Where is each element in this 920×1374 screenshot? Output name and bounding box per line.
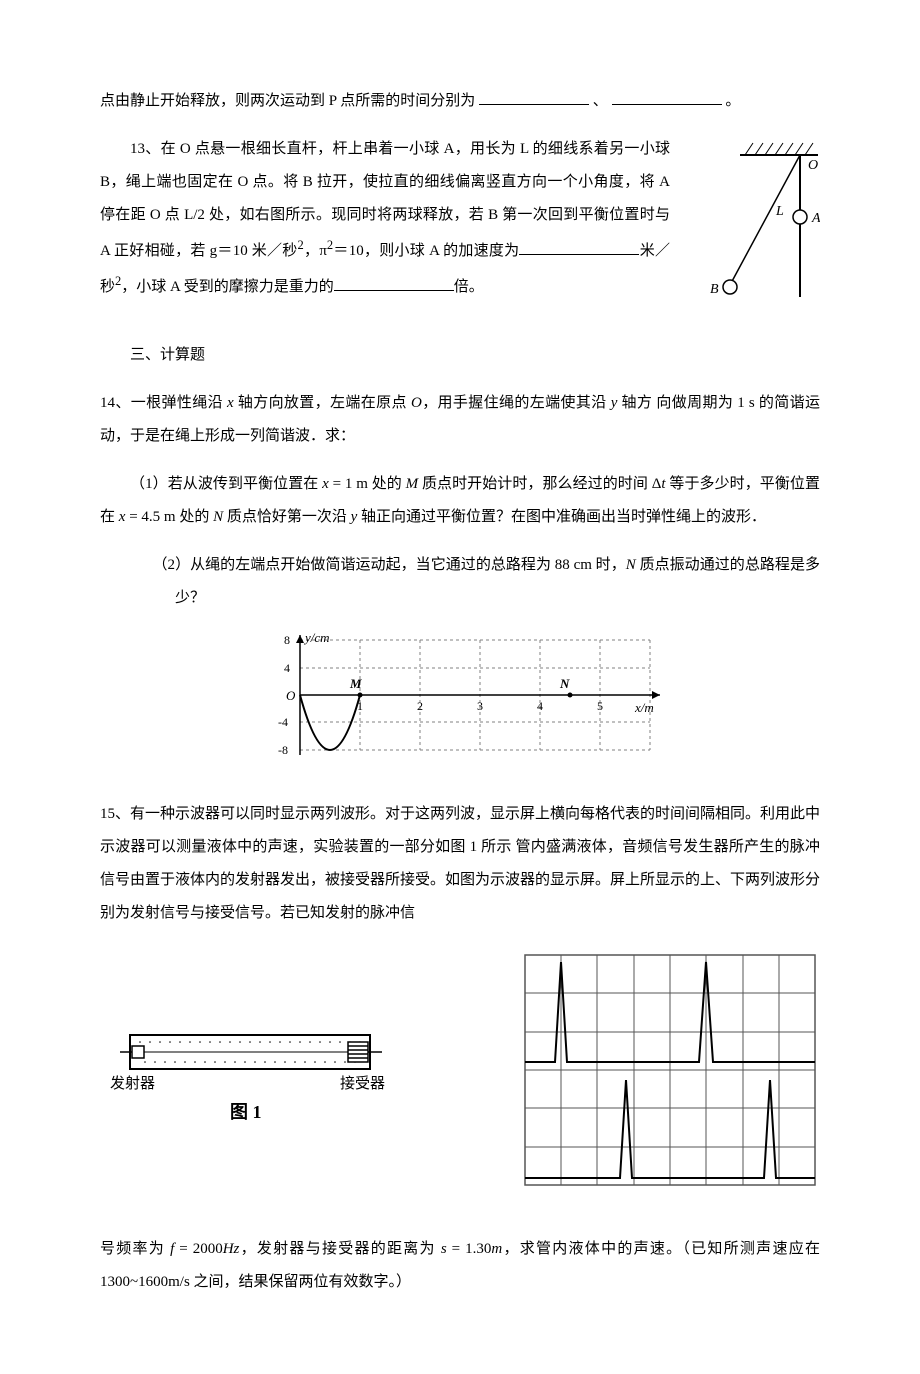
q15-p2: 号频率为 f = 2000Hz，发射器与接受器的距离为 s = 1.30m，求管…	[100, 1233, 820, 1299]
xtick-2: 2	[417, 699, 423, 713]
q14-O: O	[411, 395, 422, 411]
q15-m: m	[491, 1241, 502, 1257]
q14-intro: 14、一根弹性绳沿 x 轴方向放置，左端在原点 O，用手握住绳的左端使其沿 y …	[100, 387, 820, 453]
tube-caption: 图 1	[230, 1102, 262, 1122]
q14-M: M	[406, 476, 419, 492]
q15-eq2: = 1.30	[447, 1241, 492, 1257]
origin-label: O	[286, 688, 296, 703]
q13-blank2	[334, 275, 454, 291]
ytick-8: 8	[284, 633, 290, 647]
ytick-n4: -4	[278, 715, 288, 729]
q14-x2: x	[322, 476, 329, 492]
q12-period: 。	[725, 93, 740, 109]
label-O: O	[808, 158, 818, 173]
q14-part2: （2）从绳的左端点开始做简谐运动起，当它通过的总路程为 88 cm 时，N 质点…	[130, 549, 820, 615]
q14-ib: 轴方向放置，左端在原点	[234, 395, 411, 411]
q15-diagrams: 发射器 接受器 图 1	[100, 950, 820, 1203]
q15-p2b: ，发射器与接受器的距离为	[239, 1241, 440, 1257]
q14-N2: N	[626, 557, 636, 573]
q14-p2a: （2）从绳的左端点开始做简谐运动起，当它通过的总路程为 88 cm 时，	[153, 557, 626, 573]
label-A: A	[811, 211, 820, 226]
xtick-4: 4	[537, 699, 543, 713]
q14-x1: x	[227, 395, 234, 411]
q13-line2a: ，π	[304, 243, 327, 259]
q14-p1e: = 4.5 m 处的	[125, 509, 213, 525]
receiver-label: 接受器	[340, 1075, 385, 1092]
q15-p2a: 号频率为	[100, 1241, 170, 1257]
q14-p1g: 轴正向通过平衡位置？在图中准确画出当时弹性绳上的波形．	[357, 509, 766, 525]
q12-blank-2	[612, 89, 722, 105]
xlabel: x/m	[634, 700, 654, 715]
ytick-4: 4	[284, 661, 290, 675]
q15-eq1: = 2000	[174, 1241, 222, 1257]
q12-sep: 、	[593, 93, 608, 109]
q13-blank1	[519, 239, 639, 255]
ylabel: y/cm	[303, 630, 330, 645]
q12-tail: 点由静止开始释放，则两次运动到 P 点所需的时间分别为 、 。	[100, 85, 820, 118]
emitter-label: 发射器	[110, 1075, 155, 1092]
q14-part1: （1）若从波传到平衡位置在 x = 1 m 处的 M 质点时开始计时，那么经过的…	[100, 468, 820, 534]
q14-p1b: = 1 m 处的	[329, 476, 406, 492]
q14-ic: ，用手握住绳的左端使其沿	[422, 395, 611, 411]
q14-p1f: 质点恰好第一次沿	[223, 509, 351, 525]
label-L: L	[775, 204, 784, 219]
N-label: N	[559, 676, 570, 691]
q14-p1a: （1）若从波传到平衡位置在	[130, 476, 322, 492]
label-B: B	[710, 282, 719, 297]
wave-chart: 8 4 -4 -8 1 2 3 4 5 y/cm x/m O M N	[250, 630, 670, 770]
q14-chart-wrap: 8 4 -4 -8 1 2 3 4 5 y/cm x/m O M N	[100, 630, 820, 783]
q14-ia: 14、一根弹性绳沿	[100, 395, 227, 411]
xtick-5: 5	[597, 699, 603, 713]
M-label: M	[349, 676, 362, 691]
q15-hz: Hz	[223, 1241, 240, 1257]
q13-line2b: ＝10，则小球 A 的加速度为	[333, 243, 519, 259]
pendulum-diagram: O A B L	[690, 137, 820, 307]
q13-figure: O A B L	[690, 137, 820, 320]
ytick-n8: -8	[278, 743, 288, 757]
xtick-3: 3	[477, 699, 483, 713]
section-3-heading: 三、计算题	[100, 339, 820, 372]
q12-text-a: 点由静止开始释放，则两次运动到 P 点所需的时间分别为	[100, 93, 475, 109]
q15-p1: 15、有一种示波器可以同时显示两列波形。对于这两列波，显示屏上横向每格代表的时间…	[100, 798, 820, 930]
q13-end: 倍。	[454, 279, 484, 295]
q14-p1c: 质点时开始计时，那么经过的时间 Δ	[418, 476, 661, 492]
scope-figure	[520, 950, 820, 1203]
tube-figure: 发射器 接受器 图 1	[100, 1010, 400, 1143]
q13-line3: ，小球 A 受到的摩擦力是重力的	[121, 279, 334, 295]
q14-N: N	[213, 509, 223, 525]
q12-blank-1	[479, 89, 589, 105]
